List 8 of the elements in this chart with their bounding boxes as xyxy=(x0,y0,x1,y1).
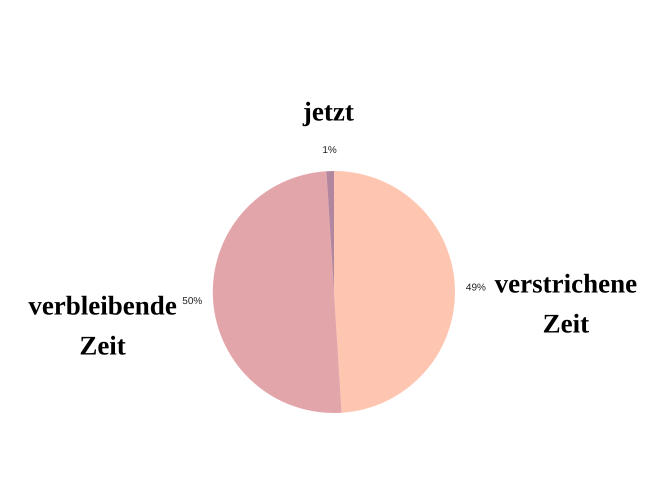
slice-label: jetzt xyxy=(302,96,354,126)
pie-slice xyxy=(334,171,455,413)
data-label: 50% xyxy=(182,296,202,307)
pie-slice xyxy=(212,171,342,413)
slice-label: verbleibende Zeit xyxy=(28,290,177,361)
data-label: 49% xyxy=(466,282,486,294)
slice-label: verstrichene Zeit xyxy=(494,268,638,339)
data-label: 1% xyxy=(322,145,337,156)
